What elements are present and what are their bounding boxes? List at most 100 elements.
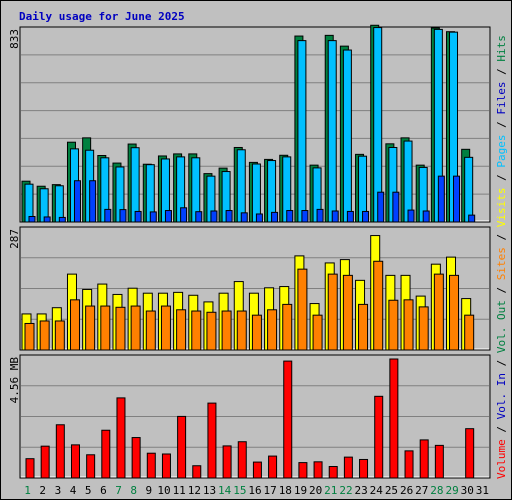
legend-sep: / [495, 115, 508, 135]
legend-sep: / [495, 353, 508, 373]
day-label-24: 24 [370, 484, 384, 497]
legend-sep: / [495, 280, 508, 300]
bar-volume-day-10 [161, 453, 171, 479]
bar-volume-day-14 [222, 445, 232, 479]
legend-pages: Pages [495, 135, 508, 168]
bar-volume-day-5 [86, 454, 96, 479]
day-label-11: 11 [173, 484, 186, 497]
bar-pages-day-29 [453, 175, 461, 223]
bar-volume-day-23 [359, 458, 369, 479]
bar-volume-day-4 [70, 444, 80, 479]
day-label-14: 14 [218, 484, 232, 497]
day-label-16: 16 [248, 484, 261, 497]
bar-pages-day-30 [468, 214, 476, 223]
bar-pages-day-10 [164, 210, 172, 223]
bar-volume-day-24 [374, 395, 384, 479]
day-label-15: 15 [233, 484, 246, 497]
day-label-9: 9 [146, 484, 153, 497]
bar-pages-day-11 [180, 207, 188, 223]
bar-volume-day-22 [343, 456, 353, 479]
bar-sites-day-6 [100, 305, 111, 351]
day-label-21: 21 [324, 484, 337, 497]
panel-visits-max-label: 287 [8, 229, 21, 249]
legend-sep: / [495, 62, 508, 82]
bar-volume-day-16 [252, 461, 262, 479]
legend-sep: / [495, 227, 508, 247]
legend-vol-out: Vol. Out [495, 300, 508, 353]
bar-volume-day-30 [465, 428, 475, 479]
bar-files-day-22 [342, 49, 352, 223]
bar-sites-day-20 [312, 314, 323, 351]
bar-sites-day-16 [251, 314, 262, 351]
bar-sites-day-22 [342, 274, 353, 351]
bar-files-day-15 [236, 149, 246, 223]
day-label-17: 17 [264, 484, 277, 497]
bar-sites-day-5 [85, 305, 96, 351]
day-label-29: 29 [445, 484, 458, 497]
bar-volume-day-19 [298, 462, 308, 479]
day-label-18: 18 [279, 484, 292, 497]
right-legend: Volume / Vol. In / Vol. Out / Sites / Vi… [495, 35, 508, 479]
legend-vol-in: Vol. In [495, 373, 508, 419]
bar-volume-day-27 [419, 439, 429, 479]
bar-volume-day-9 [146, 452, 156, 479]
bar-pages-day-20 [316, 208, 324, 223]
day-label-25: 25 [385, 484, 398, 497]
bar-sites-day-4 [69, 299, 80, 351]
bar-pages-day-7 [119, 209, 127, 223]
day-label-8: 8 [130, 484, 137, 497]
bar-sites-day-15 [236, 310, 247, 351]
bar-sites-day-14 [221, 310, 232, 351]
bar-pages-day-2 [43, 216, 51, 223]
bar-pages-day-22 [346, 210, 354, 223]
bar-sites-day-24 [373, 260, 384, 351]
bar-volume-day-8 [131, 437, 141, 479]
bar-sites-day-12 [191, 310, 202, 351]
bar-pages-day-17 [271, 211, 279, 223]
bar-pages-day-9 [149, 211, 157, 223]
bar-pages-day-15 [240, 212, 248, 223]
bar-sites-day-3 [54, 320, 65, 351]
bar-sites-day-26 [403, 299, 414, 351]
bar-volume-day-21 [328, 466, 338, 479]
bar-sites-day-19 [297, 268, 308, 351]
bar-files-day-8 [130, 147, 140, 223]
bar-sites-day-8 [130, 305, 141, 351]
bar-sites-day-29 [449, 274, 460, 351]
bar-sites-day-17 [267, 309, 278, 351]
day-label-1: 1 [24, 484, 31, 497]
bar-sites-day-18 [282, 303, 293, 351]
bar-volume-day-28 [434, 444, 444, 479]
bar-files-day-19 [297, 40, 307, 223]
day-label-2: 2 [39, 484, 46, 497]
bar-volume-day-3 [55, 424, 65, 479]
bar-pages-day-28 [437, 175, 445, 223]
bar-pages-day-23 [362, 210, 370, 223]
bar-pages-day-12 [195, 211, 203, 223]
bar-pages-day-1 [28, 215, 36, 223]
bar-pages-day-5 [89, 180, 97, 223]
day-label-5: 5 [85, 484, 92, 497]
day-label-26: 26 [400, 484, 413, 497]
bar-volume-day-13 [207, 402, 217, 479]
bar-files-day-16 [251, 163, 261, 223]
bar-pages-day-3 [58, 216, 66, 223]
bar-volume-day-15 [237, 441, 247, 479]
bar-pages-day-24 [377, 191, 385, 223]
day-label-3: 3 [55, 484, 62, 497]
legend-hits: Hits [495, 35, 508, 62]
legend-visits: Visits [495, 188, 508, 228]
bar-sites-day-11 [176, 309, 187, 351]
bar-pages-day-13 [210, 210, 218, 223]
day-label-10: 10 [157, 484, 170, 497]
bar-pages-day-19 [301, 210, 309, 223]
day-label-28: 28 [430, 484, 443, 497]
day-label-6: 6 [100, 484, 107, 497]
day-label-22: 22 [339, 484, 352, 497]
bar-pages-day-27 [422, 210, 430, 223]
bar-volume-day-26 [404, 450, 414, 479]
bar-pages-day-4 [73, 180, 81, 223]
bar-sites-day-2 [39, 320, 50, 351]
day-label-23: 23 [355, 484, 368, 497]
